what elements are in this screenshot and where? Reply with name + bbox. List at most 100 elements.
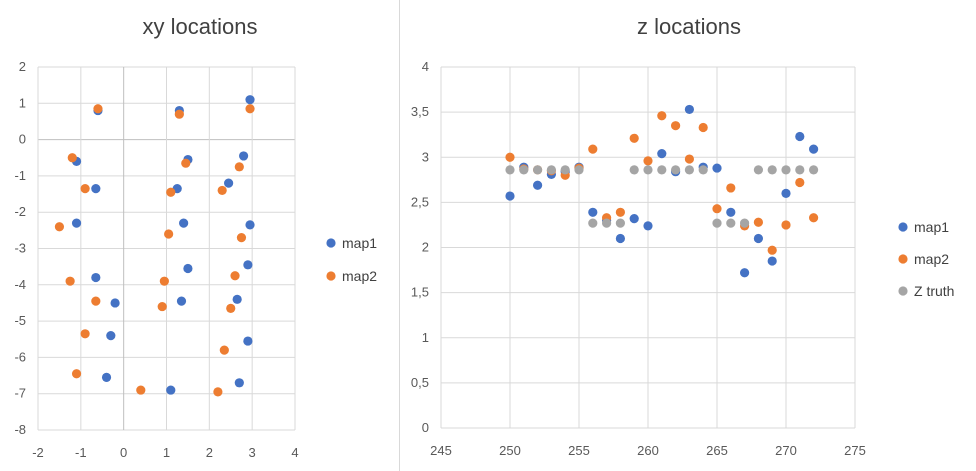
data-point-map1 [243,260,253,270]
x-tick-label: 245 [430,443,452,458]
data-point-z-truth [809,165,819,175]
data-point-map1 [106,331,116,341]
legend-marker [898,254,908,264]
x-tick-label: 265 [706,443,728,458]
x-tick-label: 275 [844,443,866,458]
data-point-map1 [753,233,764,244]
y-tick-label: 1 [19,95,26,110]
data-point-map1 [71,218,82,228]
data-point-map1 [234,378,244,388]
data-point-map2 [795,177,805,188]
data-point-map1 [643,221,653,231]
z-locations-chart: z locations 0 0,5 1 1,5 2 2,5 3 3,5 4 245 250 255 26… [411,14,955,458]
data-point-z-truth [560,165,570,175]
data-point-map2 [71,369,82,379]
data-point-z-truth [602,218,612,228]
data-point-map2 [217,185,227,196]
y-tick-label: -5 [14,313,26,328]
data-point-map1 [781,188,791,198]
data-point-map2 [54,222,65,232]
data-point-z-truth [698,165,708,175]
data-point-map1 [533,180,543,190]
data-point-map1 [232,294,242,304]
data-point-map2 [159,276,169,286]
data-point-map2 [65,276,75,286]
data-point-map1 [224,178,234,188]
legend-label: map2 [914,251,949,267]
y-tick-label: 0,5 [411,375,429,390]
x-tick-label: 270 [775,443,797,458]
y-tick-label: 4 [422,59,429,74]
data-point-map1 [179,218,189,228]
data-point-map1 [657,149,667,159]
x-tick-label: 0 [120,445,127,460]
data-point-z-truth [574,165,584,175]
data-point-map2 [67,153,77,163]
x-tick-label: 4 [291,445,298,460]
data-point-z-truth [740,218,750,228]
legend-marker [326,271,336,281]
data-point-map1 [183,263,193,274]
y-tick-label: 3 [422,149,429,164]
y-tick-label: -1 [14,168,26,183]
y-tick-label: 3,5 [411,104,429,119]
data-point-map2 [781,220,791,230]
data-point-map1 [726,207,736,217]
data-point-map1 [245,95,255,105]
data-point-map2 [219,345,229,355]
x-tick-label: -1 [75,445,87,460]
x-tick-label: 1 [163,445,170,460]
data-point-map1 [615,233,626,244]
y-tick-label: 2,5 [411,194,429,209]
data-point-map2 [136,385,146,395]
data-point-z-truth [726,218,736,228]
data-point-map2 [80,184,90,194]
data-point-z-truth [781,165,791,175]
data-point-map1 [245,220,255,230]
y-tick-label: 1,5 [411,285,429,300]
data-point-z-truth [629,165,639,175]
data-point-map1 [588,207,598,217]
data-point-map2 [753,217,764,227]
data-point-map1 [243,336,253,346]
data-point-map1 [809,144,819,154]
data-point-map1 [101,372,112,382]
data-point-map2 [80,329,90,339]
y-tick-label: 0 [19,132,26,147]
data-point-map2 [698,122,708,133]
data-point-z-truth [753,165,764,175]
data-point-map2 [245,104,255,114]
data-point-z-truth [588,218,598,228]
data-point-map1 [684,104,695,115]
data-point-map2 [629,133,639,143]
data-point-map1 [110,298,120,308]
data-point-z-truth [795,165,805,175]
data-point-map1 [239,151,249,161]
data-point-map2 [809,213,819,223]
y-tick-label: 2 [422,240,429,255]
data-point-map2 [726,183,736,193]
x-tick-label: -2 [32,445,44,460]
y-tick-label: 1 [422,330,429,345]
data-point-z-truth [519,165,529,175]
chart-title: xy locations [143,14,258,39]
data-point-map1 [91,184,101,194]
data-point-map2 [505,152,515,162]
y-tick-label: 2 [19,59,26,74]
data-point-z-truth [671,165,681,175]
data-point-map2 [712,204,722,214]
legend-label: map2 [342,268,377,284]
data-point-z-truth [615,218,626,228]
data-point-map1 [740,268,750,278]
data-point-z-truth [533,165,543,175]
y-tick-label: -8 [14,422,26,437]
data-point-map2 [588,144,598,154]
data-point-map1 [505,191,515,201]
data-point-map1 [176,296,187,306]
data-point-map2 [213,387,223,397]
legend-label: map1 [342,235,377,251]
data-point-z-truth [657,165,667,175]
data-point-map2 [226,303,236,313]
x-tick-label: 250 [499,443,521,458]
